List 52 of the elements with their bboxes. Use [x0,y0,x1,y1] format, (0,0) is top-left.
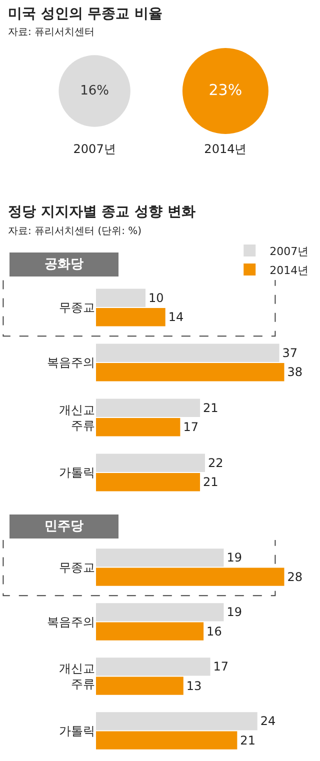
data-label: 24 [260,714,276,728]
data-label: 38 [287,365,303,380]
y-tick-label: 복음주의 [47,356,95,370]
bar [96,454,205,472]
bar [96,362,284,382]
category-label: 2014년 [204,142,247,156]
data-label: 14 [168,310,184,324]
y-tick-label: 가톨릭 [59,466,95,480]
text: 공화당 [44,257,84,272]
bar [96,658,210,676]
y-tick-label: 개신교 주류 [59,402,95,432]
bar [96,676,184,695]
legend-label: 2014년 [270,264,309,277]
chart-title: 정당 지지자별 종교 성향 변화 [8,204,196,220]
y-tick-label: 복음주의 [47,614,95,629]
chart-subtitle: 자료: 퓨리서치센터 (단위: %) [8,226,142,237]
category-label: 2007년 [73,142,116,156]
text: 자료: 퓨리서치센터 [8,27,95,38]
text: 미국 성인의 무종교 비율 [8,6,163,22]
data-label: 21 [203,400,218,415]
data-label: 21 [203,475,218,490]
bar [96,603,224,622]
bar [96,308,166,326]
bar [96,548,224,567]
data-label: 19 [226,605,242,620]
data-label: 37 [282,346,298,360]
y-tick-label: 무종교 [59,560,95,574]
bar [96,731,238,750]
bar [96,344,280,362]
y-tick-label: 무종교 [59,300,95,315]
data-label: 17 [213,660,229,674]
data-label: 16% [80,83,110,98]
bar [96,288,146,308]
data-label: 28 [287,570,303,584]
bar [96,418,180,436]
bar [96,398,200,418]
data-label: 22 [208,456,224,470]
y-tick-label: 가톨릭 [59,724,95,738]
data-label: 17 [183,420,198,434]
data-label: 23% [208,80,242,99]
text: 민주당 [44,519,84,534]
bar [96,472,200,492]
bar [96,712,258,730]
data-label: 13 [186,678,202,693]
y-tick-label: 개신교 주류 [59,662,95,692]
legend-label: 2007년 [270,244,309,258]
data-label: 19 [226,550,242,565]
bar [96,568,284,586]
data-label: 10 [148,290,164,305]
data-label: 16 [206,624,222,638]
data-label: 21 [240,733,256,748]
bar [96,622,204,640]
